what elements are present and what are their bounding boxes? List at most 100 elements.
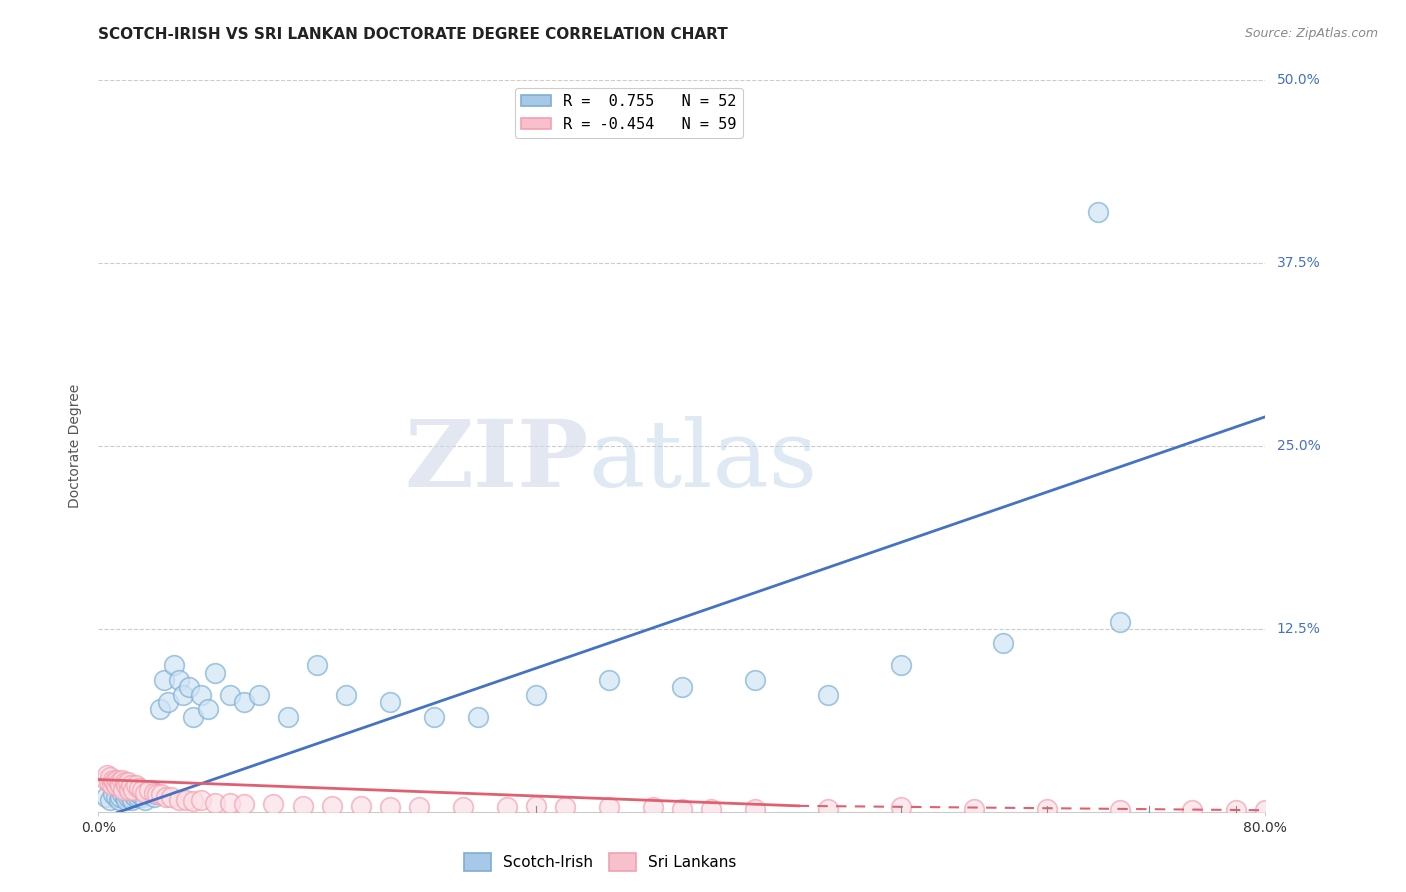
Point bbox=[118, 787, 141, 801]
Legend: Scotch-Irish, Sri Lankans: Scotch-Irish, Sri Lankans bbox=[457, 847, 742, 877]
Point bbox=[153, 673, 176, 687]
Point bbox=[495, 800, 517, 814]
Point bbox=[1108, 615, 1130, 629]
Point bbox=[451, 800, 474, 814]
Point bbox=[277, 709, 299, 723]
Point bbox=[671, 681, 693, 695]
Point bbox=[177, 681, 200, 695]
Point bbox=[122, 787, 145, 801]
Point bbox=[190, 688, 212, 702]
Point bbox=[167, 793, 190, 807]
Point bbox=[96, 768, 118, 782]
Point bbox=[962, 802, 984, 816]
Point bbox=[641, 800, 664, 814]
Point bbox=[744, 673, 766, 687]
Point bbox=[97, 775, 120, 789]
Point bbox=[174, 793, 197, 807]
Point bbox=[167, 673, 190, 687]
Text: 37.5%: 37.5% bbox=[1277, 256, 1320, 270]
Point bbox=[262, 797, 284, 812]
Point bbox=[117, 790, 139, 805]
Point bbox=[700, 802, 723, 816]
Point bbox=[110, 778, 132, 792]
Point bbox=[134, 793, 156, 807]
Point bbox=[108, 775, 131, 789]
Point bbox=[104, 778, 127, 792]
Point bbox=[218, 796, 240, 810]
Point bbox=[124, 790, 146, 805]
Point bbox=[1254, 803, 1277, 817]
Point bbox=[149, 702, 172, 716]
Point bbox=[122, 782, 145, 797]
Point bbox=[335, 688, 357, 702]
Text: 12.5%: 12.5% bbox=[1277, 622, 1320, 636]
Point bbox=[204, 796, 226, 810]
Point bbox=[1035, 802, 1057, 816]
Point bbox=[190, 793, 212, 807]
Point bbox=[247, 688, 270, 702]
Text: 50.0%: 50.0% bbox=[1277, 73, 1320, 87]
Point bbox=[114, 790, 136, 805]
Point bbox=[139, 782, 162, 797]
Point bbox=[136, 787, 159, 801]
Point bbox=[423, 709, 446, 723]
Point bbox=[131, 790, 153, 805]
Point bbox=[94, 790, 117, 805]
Point bbox=[378, 800, 402, 814]
Point bbox=[110, 790, 132, 805]
Point bbox=[598, 673, 620, 687]
Point bbox=[291, 798, 314, 813]
Point bbox=[163, 658, 186, 673]
Point bbox=[125, 778, 148, 792]
Point bbox=[112, 782, 135, 797]
Point bbox=[98, 770, 121, 784]
Point bbox=[127, 790, 149, 805]
Point bbox=[155, 790, 177, 805]
Point bbox=[101, 787, 124, 801]
Point bbox=[350, 798, 373, 813]
Point bbox=[111, 787, 134, 801]
Point bbox=[118, 782, 141, 797]
Point bbox=[1087, 205, 1109, 219]
Text: SCOTCH-IRISH VS SRI LANKAN DOCTORATE DEGREE CORRELATION CHART: SCOTCH-IRISH VS SRI LANKAN DOCTORATE DEG… bbox=[98, 27, 728, 42]
Point bbox=[181, 709, 204, 723]
Point bbox=[98, 793, 121, 807]
Point bbox=[524, 798, 547, 813]
Point bbox=[172, 688, 194, 702]
Point bbox=[117, 775, 139, 789]
Point bbox=[233, 695, 256, 709]
Point bbox=[115, 793, 138, 807]
Point bbox=[146, 787, 169, 801]
Point bbox=[408, 800, 430, 814]
Point bbox=[1181, 803, 1204, 817]
Point bbox=[138, 782, 160, 797]
Text: 25.0%: 25.0% bbox=[1277, 439, 1320, 453]
Point bbox=[121, 793, 143, 807]
Point bbox=[150, 787, 173, 801]
Point bbox=[321, 798, 343, 813]
Point bbox=[160, 790, 183, 805]
Point bbox=[1225, 803, 1247, 817]
Point bbox=[467, 709, 489, 723]
Point bbox=[125, 782, 148, 797]
Point bbox=[103, 775, 125, 789]
Point bbox=[120, 790, 142, 805]
Point bbox=[100, 778, 122, 792]
Point bbox=[120, 778, 142, 792]
Point bbox=[671, 802, 693, 816]
Text: ZIP: ZIP bbox=[405, 416, 589, 506]
Point bbox=[991, 636, 1014, 650]
Point bbox=[128, 781, 150, 796]
Point bbox=[307, 658, 329, 673]
Point bbox=[128, 787, 150, 801]
Y-axis label: Doctorate Degree: Doctorate Degree bbox=[69, 384, 83, 508]
Point bbox=[817, 802, 839, 816]
Point bbox=[105, 772, 128, 787]
Point bbox=[142, 790, 165, 805]
Point bbox=[108, 793, 131, 807]
Point bbox=[104, 790, 127, 805]
Point bbox=[94, 772, 117, 787]
Point bbox=[204, 665, 226, 680]
Point bbox=[111, 772, 134, 787]
Point bbox=[134, 786, 156, 800]
